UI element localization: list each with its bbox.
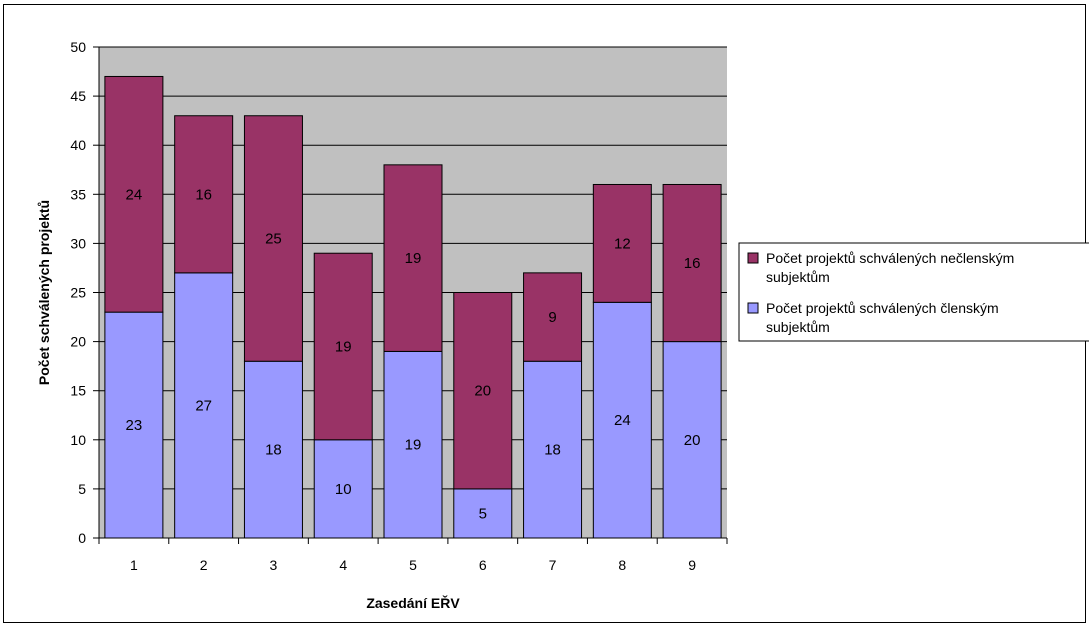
legend-label: Počet projektů schválených členským — [766, 300, 999, 316]
y-tick-label: 30 — [70, 235, 86, 251]
data-label: 10 — [335, 481, 352, 498]
x-tick-labels: 1 2 3 4 5 6 7 8 9 — [130, 557, 696, 573]
data-label: 19 — [405, 437, 422, 454]
data-label: 20 — [684, 432, 701, 449]
data-label: 12 — [614, 235, 631, 252]
y-tick-label: 45 — [70, 88, 86, 104]
legend-label: subjektům — [766, 269, 830, 285]
y-tick-label: 0 — [78, 530, 86, 546]
x-tick-label: 1 — [130, 557, 138, 573]
y-tick-label: 50 — [70, 39, 86, 55]
data-label: 18 — [265, 442, 282, 459]
data-label: 25 — [265, 230, 282, 247]
data-label: 16 — [195, 186, 212, 203]
x-tick-label: 5 — [409, 557, 417, 573]
legend-swatch — [748, 253, 758, 263]
x-tick-label: 7 — [549, 557, 557, 573]
x-tick-label: 6 — [479, 557, 487, 573]
x-tick-label: 2 — [200, 557, 208, 573]
data-label: 23 — [126, 417, 143, 434]
legend-label: subjektům — [766, 319, 830, 335]
legend: Počet projektů schválených nečlenským sub… — [739, 243, 1089, 341]
y-tick-labels: 0 5 10 15 20 25 30 35 40 45 50 — [70, 39, 86, 546]
y-tick-label: 40 — [70, 137, 86, 153]
data-label: 16 — [684, 255, 701, 272]
y-axis-title: Počet schválených projektů — [36, 200, 52, 385]
x-tick-label: 3 — [270, 557, 278, 573]
data-label: 9 — [548, 309, 556, 326]
y-tick-label: 15 — [70, 383, 86, 399]
legend-swatch — [748, 303, 758, 313]
x-tick-label: 9 — [688, 557, 696, 573]
y-tick-label: 25 — [70, 285, 86, 301]
legend-label: Počet projektů schválených nečlenským — [766, 250, 1014, 266]
data-label: 19 — [405, 250, 422, 267]
data-label: 19 — [335, 339, 352, 356]
x-tick-label: 4 — [339, 557, 347, 573]
y-tick-label: 5 — [78, 481, 86, 497]
data-label: 20 — [474, 383, 491, 400]
data-label: 27 — [195, 397, 212, 414]
y-tick-label: 35 — [70, 186, 86, 202]
x-axis-title: Zasedání EŘV — [366, 594, 460, 611]
data-label: 24 — [126, 186, 143, 203]
data-label: 5 — [479, 505, 487, 522]
y-tick-label: 20 — [70, 334, 86, 350]
data-label: 24 — [614, 412, 631, 429]
x-tick-label: 8 — [618, 557, 626, 573]
y-tick-label: 10 — [70, 432, 86, 448]
data-label: 18 — [544, 442, 561, 459]
